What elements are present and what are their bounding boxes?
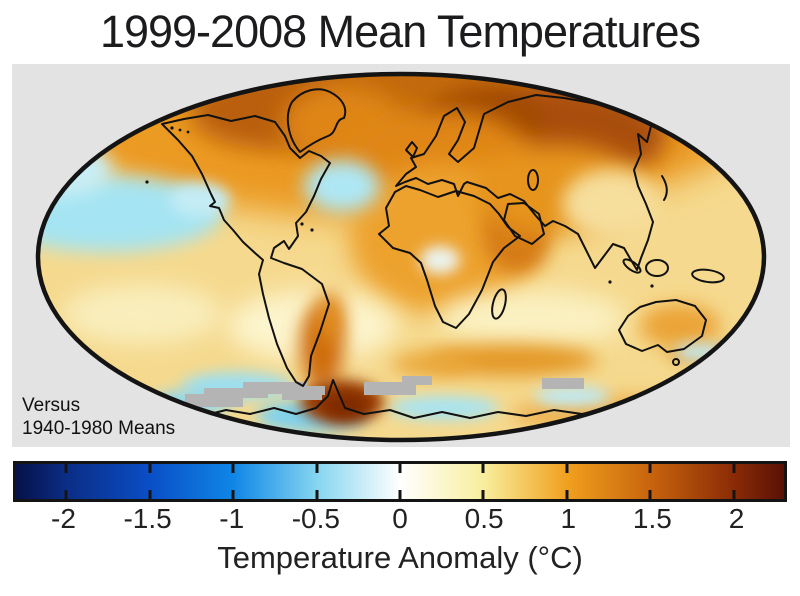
tasmania-outline (672, 358, 680, 366)
colorbar-tick-mark (148, 490, 152, 499)
colorbar-tick-label: 0 (392, 503, 408, 534)
baseline-note-line2: 1940-1980 Means (22, 418, 176, 439)
colorbar-tick-mark (64, 490, 68, 499)
colorbar-tick-mark (398, 490, 402, 499)
globe-border (35, 71, 767, 443)
new-zealand-outline (729, 335, 746, 357)
colorbar-tick-mark (148, 464, 152, 473)
island-dots (145, 126, 654, 288)
colorbar-tick-mark (648, 464, 652, 473)
colorbar-tick-mark (231, 464, 235, 473)
colorbar-tick-label: -1.5 (123, 503, 172, 534)
australia-outline (618, 299, 707, 353)
colorbar-tick-mark (732, 464, 736, 473)
colorbar-tick-mark (64, 464, 68, 473)
colorbar-tick-mark (231, 490, 235, 499)
colorbar-tick-label: -2 (51, 503, 76, 534)
anomaly-field (38, 74, 764, 440)
colorbar-tick-labels: -2 -1.5 -1 -0.5 0 0.5 1 1.5 2 (13, 503, 787, 539)
colorbar-tick-label: -1 (219, 503, 245, 534)
colorbar-tick-mark (565, 490, 569, 499)
sumatra-outline (622, 258, 642, 274)
colorbar-tick-label: 1 (560, 503, 577, 534)
colorbar-tick-mark (481, 464, 485, 473)
colorbar-tick-mark (565, 464, 569, 473)
new-guinea-outline (691, 268, 725, 284)
colorbar-tick-label: 2 (728, 503, 745, 534)
no-data-patches (185, 376, 584, 407)
madagascar-outline (491, 288, 507, 320)
eurasia-outline (395, 94, 654, 271)
colorbar-tick-label: 1.5 (632, 503, 672, 534)
japan-outline (661, 175, 668, 201)
colorbar-tick-mark (315, 464, 319, 473)
british-isles-outline (405, 141, 418, 158)
borneo-outline (645, 259, 669, 277)
colorbar-tick-mark (481, 490, 485, 499)
anomaly-map (35, 71, 767, 443)
colorbar-axis-label: Temperature Anomaly (°C) (217, 540, 583, 575)
colorbar-tick-label: 0.5 (464, 503, 504, 534)
colorbar-tick-mark (315, 490, 319, 499)
caspian-sea-outline (527, 169, 539, 191)
colorbar-tick-mark (648, 490, 652, 499)
colorbar-tick-mark (732, 490, 736, 499)
baseline-note-line1: Versus (22, 395, 81, 416)
figure-title: 1999-2008 Mean Temperatures (99, 6, 701, 57)
americas-outline (161, 114, 331, 387)
greenland-outline (286, 88, 347, 153)
arabia-outline (503, 202, 545, 245)
baseline-note: Versus 1940-1980 Means (22, 394, 175, 440)
world-map-panel: Versus 1940-1980 Means (12, 64, 790, 447)
colorbar (13, 461, 787, 502)
colorbar-tick-mark (398, 464, 402, 473)
colorbar-tick-label: -0.5 (291, 503, 340, 534)
